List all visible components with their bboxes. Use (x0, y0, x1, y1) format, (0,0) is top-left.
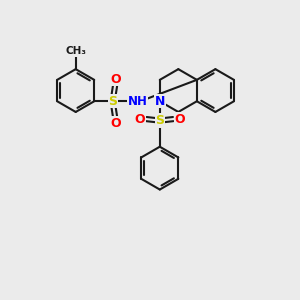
Text: O: O (135, 112, 145, 126)
Text: CH₃: CH₃ (65, 46, 86, 56)
Text: O: O (174, 112, 185, 126)
Text: O: O (110, 117, 121, 130)
Text: S: S (155, 114, 164, 127)
Text: N: N (154, 95, 165, 108)
Text: S: S (108, 95, 117, 108)
Text: O: O (110, 73, 121, 86)
Text: NH: NH (128, 95, 147, 108)
